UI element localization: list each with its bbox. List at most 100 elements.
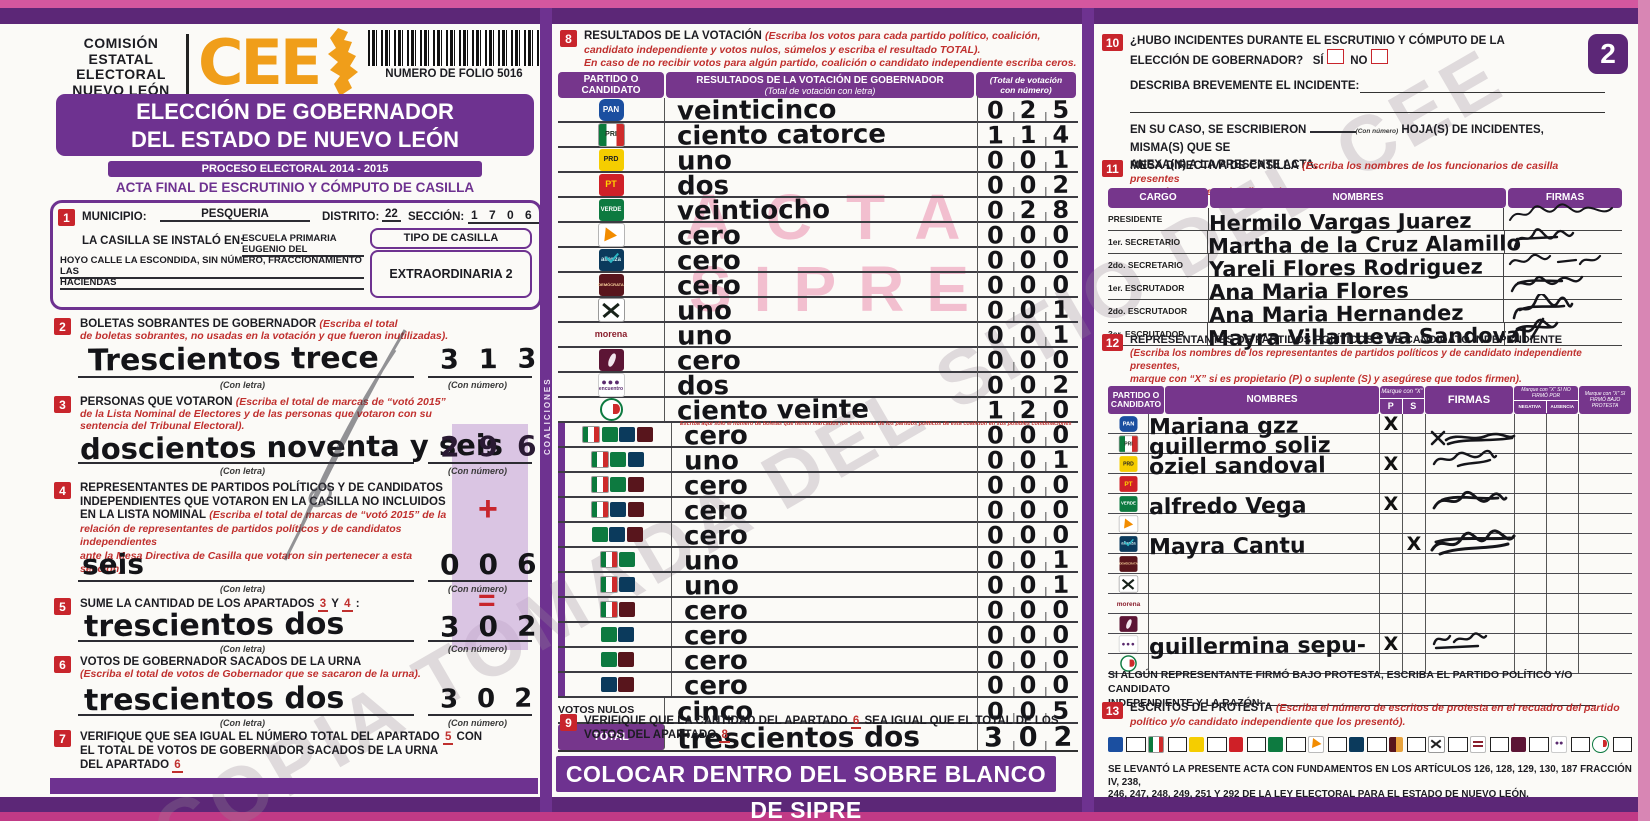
protest-box-encuentro — [1570, 737, 1591, 752]
results-row-coalition: cero 000 — [558, 520, 1085, 552]
section4-digits: 006 — [439, 547, 556, 582]
democrata-mini-icon — [627, 502, 644, 517]
verde-mini-icon — [1268, 737, 1283, 752]
incident-line2 — [1130, 112, 1605, 113]
si-checkbox — [1326, 49, 1344, 64]
rep-row-prd: PRD oziel sandoval X — [1108, 449, 1632, 480]
section11-note1: (Escriba los nombres de los funcionarios… — [1130, 160, 1559, 185]
section8-number: 8 — [560, 30, 577, 47]
rep-row-mc — [1108, 514, 1632, 534]
section12-number: 12 — [1102, 334, 1123, 351]
section13-note2: político y/o candidato independiente que… — [1130, 715, 1406, 728]
top-purple-band — [0, 8, 1650, 24]
morena-mini-icon — [1469, 736, 1487, 753]
signature — [1513, 228, 1575, 249]
section13-note1: (Escriba el número de escritos de protes… — [1275, 702, 1620, 714]
col-partido-line1: PARTIDO O — [1112, 390, 1160, 400]
section4-title2: INDEPENDIENTES QUE VOTARON EN LA CASILLA… — [80, 495, 446, 508]
signature — [1432, 490, 1508, 510]
address-line3: HACIENDAS — [60, 277, 364, 290]
plus-sign: + — [478, 490, 498, 528]
signature — [1511, 317, 1559, 341]
protest-box-verde — [1286, 737, 1306, 752]
section4-number: 4 — [54, 482, 71, 499]
equals-sign: = — [478, 584, 496, 617]
section6-title: VOTOS DE GOBERNADOR SACADOS DE LA URNA — [80, 656, 362, 668]
morena-icon: morena — [594, 329, 628, 339]
democrata-mini-icon — [627, 477, 644, 492]
p-mark: X — [1383, 452, 1399, 475]
prd-icon: PRD — [1119, 455, 1137, 472]
sipre-band: COLOCAR DENTRO DEL SOBRE BLANCO DE SIPRE — [556, 756, 1056, 821]
results-row-verde: VERDE veintiocho 028 — [558, 195, 1085, 227]
section5-title: SUME LA CANTIDAD DE LOS APARTADOS — [80, 598, 315, 610]
con-letra-label: (Con letra) — [220, 380, 265, 390]
title-line1: ELECCIÓN DE GOBERNADOR — [136, 99, 454, 124]
pt-icon: PT — [598, 173, 624, 196]
title-box: ELECCIÓN DE GOBERNADOR DEL ESTADO DE NUE… — [56, 94, 534, 156]
section3-words-line — [78, 462, 414, 464]
nueva-alianza-icon: alianza — [598, 248, 624, 271]
section10-q2: ELECCIÓN DE GOBERNADOR? — [1130, 55, 1304, 67]
section6-digits: 302 — [439, 683, 552, 715]
rep-row-pan: PAN Mariana gzz X — [1108, 413, 1632, 440]
section2-words-line — [78, 376, 414, 378]
protest-text1: SI ALGÚN REPRESENTANTE FIRMÓ BAJO PROTES… — [1108, 669, 1573, 695]
verde-mini-icon — [591, 527, 608, 542]
highlight-strip — [452, 424, 528, 650]
section3-title: PERSONAS QUE VOTARON — [80, 396, 233, 408]
section2-title: BOLETAS SOBRANTES DE GOBERNADOR — [80, 318, 317, 330]
encuentro-social-icon: ●●● — [1118, 634, 1138, 653]
col-firmas: FIRMAS — [1508, 188, 1622, 208]
results-row-coalition: cero 000 — [558, 670, 1085, 702]
legal-text-line1: SE LEVANTÓ LA PRESENTE ACTA CON FUNDAMEN… — [1108, 764, 1632, 788]
nuevo-leon-shape-icon — [328, 28, 358, 96]
negativa-col: NEGATIVA — [1514, 401, 1547, 413]
acta-subtitle: ACTA FINAL DE ESCRUTINIO Y CÓMPUTO DE CA… — [115, 180, 475, 195]
results-row-coalition: Escriba aquí sólo el número de boletas q… — [558, 420, 1085, 452]
signature — [1509, 203, 1614, 221]
con-numero-tiny: (Con número) — [1355, 128, 1399, 135]
no-label: NO — [1350, 55, 1368, 67]
section4-digits-line — [428, 580, 532, 582]
signature — [1432, 449, 1498, 468]
section5-conj: Y — [331, 598, 339, 610]
section8-title: RESULTADOS DE LA VOTACIÓN — [584, 30, 762, 42]
title-line2: DEL ESTADO DE NUEVO LEÓN — [130, 127, 459, 152]
section8-note2: candidato independiente y votos nulos, s… — [584, 43, 981, 56]
apartado5-ref: 5 — [442, 731, 454, 745]
mesa-row: PRESIDENTE Hermilo Vargas Juarez — [1108, 203, 1622, 236]
humanista-icon — [1119, 615, 1137, 632]
address-line1: ESCUELA PRIMARIA EUGENIO DEL — [242, 233, 364, 257]
address-line2: HOYO CALLE LA ESCONDIDA, SIN NÚMERO, FRA… — [60, 255, 364, 279]
results-row-mc: cero 000 — [558, 220, 1085, 252]
democrata-mini-icon — [1388, 737, 1404, 752]
rep-row-humanista — [1108, 614, 1632, 634]
section12-note1: (Escriba los nombres de los representant… — [1130, 348, 1582, 372]
section5-digits: 302 — [439, 609, 556, 644]
protest-text2: INDEPENDIENTE Y LA RAZÓN: — [1108, 697, 1263, 709]
candidato-independiente-icon — [1119, 655, 1137, 672]
democrata-mini-icon — [618, 677, 634, 692]
protest-box-prd — [1207, 737, 1227, 752]
encuentro-label: encuentro — [598, 385, 624, 392]
section5-digits-line — [428, 640, 532, 642]
col-cargo: CARGO — [1108, 188, 1208, 208]
section8-note1: (Escriba los votos para cada partido pol… — [765, 30, 1041, 42]
tipo-casilla-value-box: EXTRAORDINARIA 2 — [370, 250, 532, 298]
results-row-coalition: uno 001 — [558, 570, 1085, 602]
rep-nombre: oziel sandoval — [1148, 453, 1326, 481]
section7-text2: CON — [456, 731, 483, 743]
section3-number: 3 — [54, 396, 71, 413]
section13-number: 13 — [1102, 702, 1123, 719]
mesa-table-header: CARGO NOMBRES FIRMAS — [1108, 188, 1622, 208]
col-total-line1: (Total de votación — [989, 75, 1063, 85]
protest-box-morena — [1489, 737, 1510, 752]
rep-row-pri: PRI guillermo soliz — [1108, 430, 1632, 460]
section3-note1: (Escriba el total de marcas de “votó 201… — [235, 396, 446, 408]
section5-words-line — [78, 640, 414, 642]
rep-row-democrata: DEMÓCRATA — [1108, 554, 1632, 574]
humanista-mini-icon — [1511, 737, 1526, 752]
section2-digits-line — [428, 376, 532, 378]
section10-q1: ¿HUBO INCIDENTES DURANTE EL ESCRUTINIO Y… — [1130, 35, 1505, 47]
